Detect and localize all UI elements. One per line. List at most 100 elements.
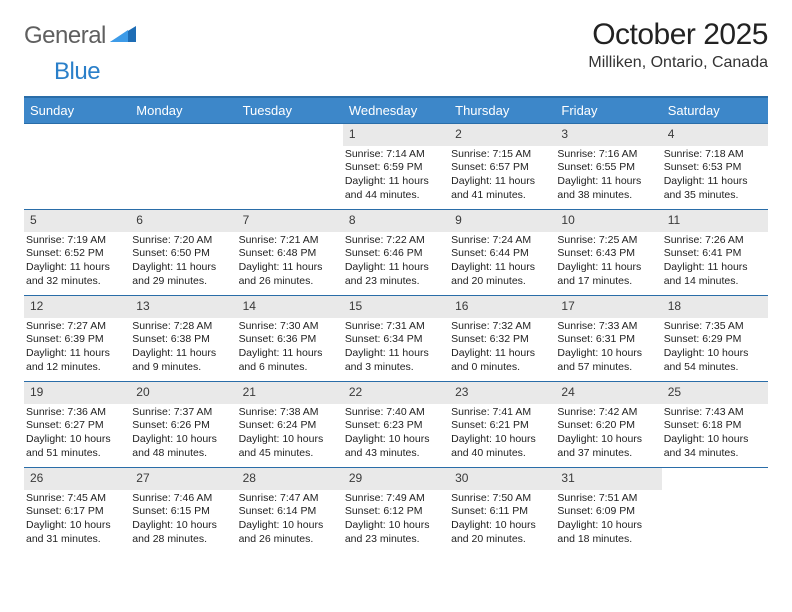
day-details: Sunrise: 7:25 AMSunset: 6:43 PMDaylight:… — [555, 232, 661, 292]
day-details: Sunrise: 7:31 AMSunset: 6:34 PMDaylight:… — [343, 318, 449, 378]
day-details: Sunrise: 7:27 AMSunset: 6:39 PMDaylight:… — [24, 318, 130, 378]
sunrise-text: Sunrise: 7:51 AM — [557, 492, 657, 506]
sunrise-text: Sunrise: 7:14 AM — [345, 148, 445, 162]
day-details: Sunrise: 7:32 AMSunset: 6:32 PMDaylight:… — [449, 318, 555, 378]
daylight-text: Daylight: 11 hours and 9 minutes. — [132, 347, 232, 374]
day-details: Sunrise: 7:21 AMSunset: 6:48 PMDaylight:… — [237, 232, 343, 292]
day-number: 6 — [130, 210, 236, 232]
daylight-text: Daylight: 11 hours and 38 minutes. — [557, 175, 657, 202]
sunrise-text: Sunrise: 7:32 AM — [451, 320, 551, 334]
calendar-week: 12Sunrise: 7:27 AMSunset: 6:39 PMDayligh… — [24, 296, 768, 382]
daylight-text: Daylight: 10 hours and 23 minutes. — [345, 519, 445, 546]
sunrise-text: Sunrise: 7:27 AM — [26, 320, 126, 334]
day-details: Sunrise: 7:51 AMSunset: 6:09 PMDaylight:… — [555, 490, 661, 550]
day-number: 20 — [130, 382, 236, 404]
day-details: Sunrise: 7:36 AMSunset: 6:27 PMDaylight:… — [24, 404, 130, 464]
calendar-day: 31Sunrise: 7:51 AMSunset: 6:09 PMDayligh… — [555, 468, 661, 554]
month-title: October 2025 — [588, 18, 768, 52]
day-number: 4 — [662, 124, 768, 146]
day-details: Sunrise: 7:46 AMSunset: 6:15 PMDaylight:… — [130, 490, 236, 550]
day-number: 13 — [130, 296, 236, 318]
calendar-table: Sunday Monday Tuesday Wednesday Thursday… — [24, 96, 768, 554]
day-number: 1 — [343, 124, 449, 146]
daylight-text: Daylight: 10 hours and 40 minutes. — [451, 433, 551, 460]
calendar-day: 30Sunrise: 7:50 AMSunset: 6:11 PMDayligh… — [449, 468, 555, 554]
day-details: Sunrise: 7:14 AMSunset: 6:59 PMDaylight:… — [343, 146, 449, 206]
daylight-text: Daylight: 11 hours and 14 minutes. — [664, 261, 764, 288]
day-number: 16 — [449, 296, 555, 318]
daylight-text: Daylight: 10 hours and 31 minutes. — [26, 519, 126, 546]
sunset-text: Sunset: 6:38 PM — [132, 333, 232, 347]
day-details: Sunrise: 7:40 AMSunset: 6:23 PMDaylight:… — [343, 404, 449, 464]
day-number: 9 — [449, 210, 555, 232]
sunrise-text: Sunrise: 7:30 AM — [239, 320, 339, 334]
calendar-week: 19Sunrise: 7:36 AMSunset: 6:27 PMDayligh… — [24, 382, 768, 468]
day-details: Sunrise: 7:18 AMSunset: 6:53 PMDaylight:… — [662, 146, 768, 206]
sunset-text: Sunset: 6:24 PM — [239, 419, 339, 433]
col-tue: Tuesday — [237, 97, 343, 124]
daylight-text: Daylight: 11 hours and 23 minutes. — [345, 261, 445, 288]
daylight-text: Daylight: 10 hours and 26 minutes. — [239, 519, 339, 546]
day-number: 5 — [24, 210, 130, 232]
calendar-day: 7Sunrise: 7:21 AMSunset: 6:48 PMDaylight… — [237, 210, 343, 296]
daylight-text: Daylight: 11 hours and 29 minutes. — [132, 261, 232, 288]
daylight-text: Daylight: 10 hours and 34 minutes. — [664, 433, 764, 460]
day-details: Sunrise: 7:43 AMSunset: 6:18 PMDaylight:… — [662, 404, 768, 464]
sunset-text: Sunset: 6:41 PM — [664, 247, 764, 261]
calendar-day: 24Sunrise: 7:42 AMSunset: 6:20 PMDayligh… — [555, 382, 661, 468]
calendar-day: 28Sunrise: 7:47 AMSunset: 6:14 PMDayligh… — [237, 468, 343, 554]
daylight-text: Daylight: 11 hours and 3 minutes. — [345, 347, 445, 374]
day-header-row: Sunday Monday Tuesday Wednesday Thursday… — [24, 97, 768, 124]
sunset-text: Sunset: 6:52 PM — [26, 247, 126, 261]
day-details: Sunrise: 7:35 AMSunset: 6:29 PMDaylight:… — [662, 318, 768, 378]
calendar-day: 17Sunrise: 7:33 AMSunset: 6:31 PMDayligh… — [555, 296, 661, 382]
calendar-day: . — [24, 124, 130, 210]
day-number: 19 — [24, 382, 130, 404]
calendar-day: 4Sunrise: 7:18 AMSunset: 6:53 PMDaylight… — [662, 124, 768, 210]
calendar-day: 6Sunrise: 7:20 AMSunset: 6:50 PMDaylight… — [130, 210, 236, 296]
title-block: October 2025 Milliken, Ontario, Canada — [588, 18, 768, 72]
day-details: Sunrise: 7:20 AMSunset: 6:50 PMDaylight:… — [130, 232, 236, 292]
day-details: Sunrise: 7:47 AMSunset: 6:14 PMDaylight:… — [237, 490, 343, 550]
sunrise-text: Sunrise: 7:36 AM — [26, 406, 126, 420]
day-number: 21 — [237, 382, 343, 404]
sunrise-text: Sunrise: 7:49 AM — [345, 492, 445, 506]
calendar-day: . — [237, 124, 343, 210]
sunrise-text: Sunrise: 7:19 AM — [26, 234, 126, 248]
brand-part2: Blue — [54, 58, 100, 86]
day-details: Sunrise: 7:28 AMSunset: 6:38 PMDaylight:… — [130, 318, 236, 378]
daylight-text: Daylight: 10 hours and 18 minutes. — [557, 519, 657, 546]
calendar-day: 2Sunrise: 7:15 AMSunset: 6:57 PMDaylight… — [449, 124, 555, 210]
day-number: 15 — [343, 296, 449, 318]
daylight-text: Daylight: 10 hours and 20 minutes. — [451, 519, 551, 546]
calendar-day: 19Sunrise: 7:36 AMSunset: 6:27 PMDayligh… — [24, 382, 130, 468]
sunset-text: Sunset: 6:46 PM — [345, 247, 445, 261]
calendar-day: 12Sunrise: 7:27 AMSunset: 6:39 PMDayligh… — [24, 296, 130, 382]
sunrise-text: Sunrise: 7:33 AM — [557, 320, 657, 334]
sunset-text: Sunset: 6:34 PM — [345, 333, 445, 347]
sunset-text: Sunset: 6:23 PM — [345, 419, 445, 433]
calendar-week: ...1Sunrise: 7:14 AMSunset: 6:59 PMDayli… — [24, 124, 768, 210]
sunrise-text: Sunrise: 7:26 AM — [664, 234, 764, 248]
location-label: Milliken, Ontario, Canada — [588, 54, 768, 72]
day-details: Sunrise: 7:41 AMSunset: 6:21 PMDaylight:… — [449, 404, 555, 464]
calendar-day: 25Sunrise: 7:43 AMSunset: 6:18 PMDayligh… — [662, 382, 768, 468]
brand-logo: General — [24, 22, 138, 50]
daylight-text: Daylight: 11 hours and 6 minutes. — [239, 347, 339, 374]
calendar-day: 10Sunrise: 7:25 AMSunset: 6:43 PMDayligh… — [555, 210, 661, 296]
daylight-text: Daylight: 11 hours and 32 minutes. — [26, 261, 126, 288]
col-sun: Sunday — [24, 97, 130, 124]
day-number: 27 — [130, 468, 236, 490]
day-number: 7 — [237, 210, 343, 232]
calendar-day: 5 Sunrise: 7:19 AMSunset: 6:52 PMDaylight… — [24, 210, 130, 296]
sunrise-text: Sunrise: 7:42 AM — [557, 406, 657, 420]
sunset-text: Sunset: 6:57 PM — [451, 161, 551, 175]
day-number: 25 — [662, 382, 768, 404]
daylight-text: Daylight: 11 hours and 26 minutes. — [239, 261, 339, 288]
day-details: Sunrise: 7:24 AMSunset: 6:44 PMDaylight:… — [449, 232, 555, 292]
sunset-text: Sunset: 6:39 PM — [26, 333, 126, 347]
daylight-text: Daylight: 11 hours and 44 minutes. — [345, 175, 445, 202]
day-details: Sunrise: 7:50 AMSunset: 6:11 PMDaylight:… — [449, 490, 555, 550]
calendar-day: . — [130, 124, 236, 210]
day-number: 14 — [237, 296, 343, 318]
